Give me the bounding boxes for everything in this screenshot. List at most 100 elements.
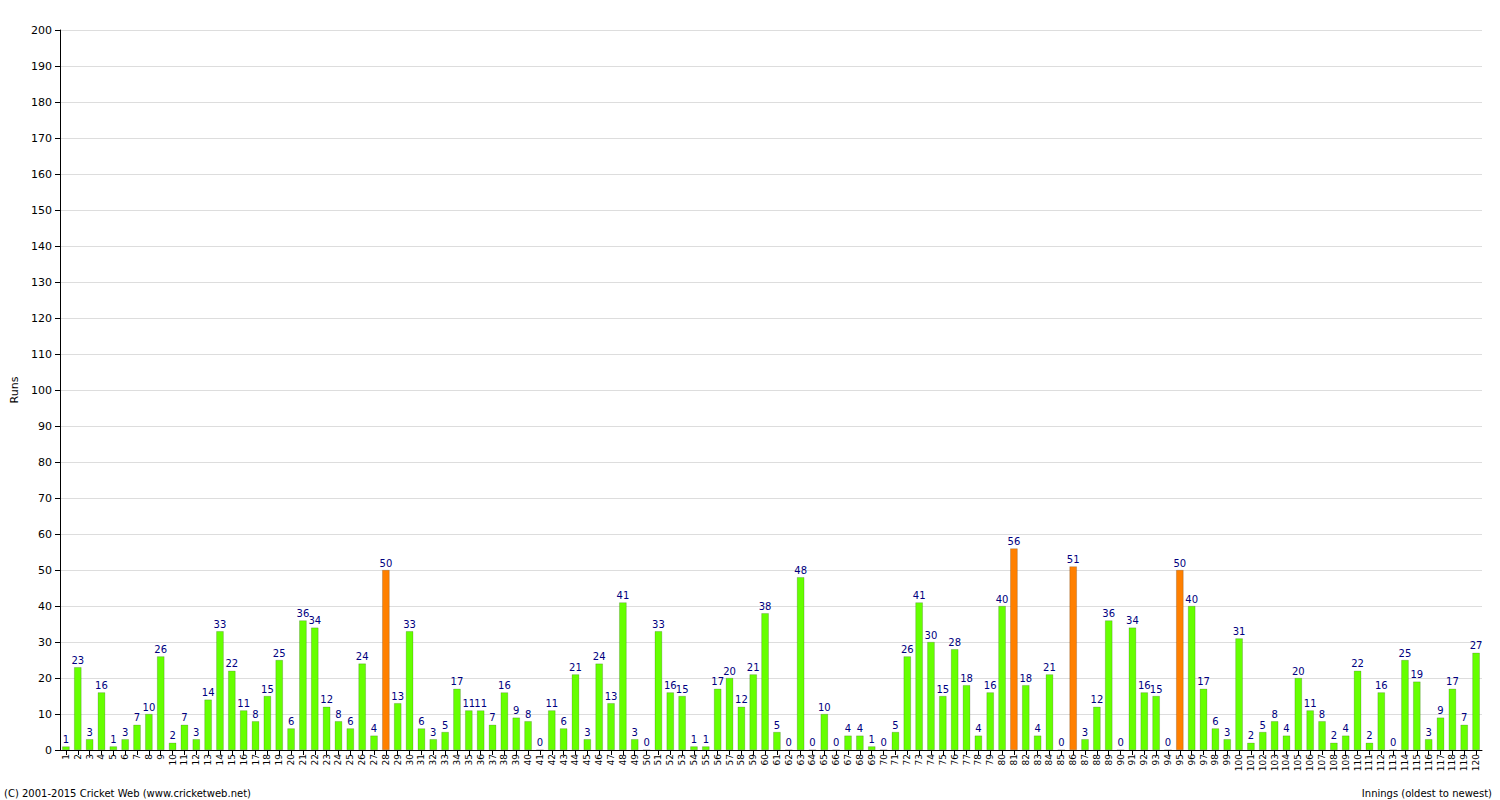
svg-text:11: 11 bbox=[545, 698, 558, 709]
svg-text:33: 33 bbox=[440, 754, 450, 765]
svg-text:59: 59 bbox=[748, 754, 758, 766]
svg-text:31: 31 bbox=[1233, 626, 1246, 637]
svg-text:26: 26 bbox=[901, 644, 914, 655]
svg-text:120: 120 bbox=[31, 312, 52, 325]
svg-text:19: 19 bbox=[274, 754, 284, 766]
svg-text:0: 0 bbox=[1058, 737, 1064, 748]
svg-text:24: 24 bbox=[333, 754, 343, 766]
svg-text:45: 45 bbox=[582, 754, 592, 765]
svg-text:11: 11 bbox=[474, 698, 487, 709]
svg-text:11: 11 bbox=[237, 698, 250, 709]
svg-text:41: 41 bbox=[617, 590, 630, 601]
svg-text:2: 2 bbox=[1366, 730, 1372, 741]
svg-text:62: 62 bbox=[784, 754, 794, 765]
svg-text:88: 88 bbox=[1092, 754, 1102, 766]
svg-text:15: 15 bbox=[676, 684, 689, 695]
svg-text:48: 48 bbox=[794, 565, 807, 576]
svg-text:7: 7 bbox=[132, 754, 142, 760]
svg-text:0: 0 bbox=[880, 737, 886, 748]
svg-text:0: 0 bbox=[1117, 737, 1123, 748]
svg-text:94: 94 bbox=[1163, 754, 1173, 766]
svg-text:Runs: Runs bbox=[8, 376, 21, 403]
svg-text:12: 12 bbox=[191, 754, 201, 765]
svg-text:20: 20 bbox=[723, 666, 736, 677]
svg-text:28: 28 bbox=[381, 754, 391, 766]
svg-text:4: 4 bbox=[1283, 723, 1289, 734]
svg-text:24: 24 bbox=[593, 651, 606, 662]
svg-text:24: 24 bbox=[356, 651, 369, 662]
svg-text:67: 67 bbox=[843, 754, 853, 765]
svg-text:60: 60 bbox=[38, 528, 52, 541]
svg-text:100: 100 bbox=[1234, 754, 1244, 771]
svg-text:16: 16 bbox=[95, 680, 108, 691]
svg-text:80: 80 bbox=[38, 456, 52, 469]
svg-text:76: 76 bbox=[950, 754, 960, 766]
svg-text:43: 43 bbox=[559, 754, 569, 765]
svg-text:0: 0 bbox=[1390, 737, 1396, 748]
svg-text:89: 89 bbox=[1104, 754, 1114, 766]
svg-text:48: 48 bbox=[618, 754, 628, 766]
svg-text:74: 74 bbox=[926, 754, 936, 766]
svg-text:30: 30 bbox=[925, 630, 938, 641]
svg-text:50: 50 bbox=[1173, 558, 1186, 569]
svg-text:21: 21 bbox=[747, 662, 760, 673]
svg-text:29: 29 bbox=[393, 754, 403, 766]
svg-text:3: 3 bbox=[193, 727, 199, 738]
svg-text:68: 68 bbox=[855, 754, 865, 766]
svg-text:17: 17 bbox=[251, 754, 261, 765]
svg-text:1: 1 bbox=[61, 754, 71, 760]
svg-text:106: 106 bbox=[1305, 754, 1315, 771]
svg-text:96: 96 bbox=[1187, 754, 1197, 766]
svg-text:9: 9 bbox=[1437, 705, 1443, 716]
svg-text:14: 14 bbox=[202, 687, 215, 698]
svg-text:44: 44 bbox=[570, 754, 580, 766]
svg-text:190: 190 bbox=[31, 60, 52, 73]
svg-text:47: 47 bbox=[606, 754, 616, 765]
svg-text:10: 10 bbox=[168, 754, 178, 766]
svg-text:40: 40 bbox=[1185, 594, 1198, 605]
svg-text:3: 3 bbox=[430, 727, 436, 738]
svg-text:86: 86 bbox=[1068, 754, 1078, 766]
svg-text:16: 16 bbox=[1375, 680, 1388, 691]
svg-text:65: 65 bbox=[819, 754, 829, 765]
svg-text:22: 22 bbox=[1351, 658, 1364, 669]
svg-text:4: 4 bbox=[845, 723, 851, 734]
svg-text:3: 3 bbox=[86, 727, 92, 738]
svg-text:87: 87 bbox=[1080, 754, 1090, 765]
svg-text:97: 97 bbox=[1199, 754, 1209, 765]
svg-text:12: 12 bbox=[735, 694, 748, 705]
svg-text:11: 11 bbox=[179, 754, 189, 765]
svg-text:(C) 2001-2015 Cricket Web (www: (C) 2001-2015 Cricket Web (www.cricketwe… bbox=[4, 788, 251, 799]
svg-text:50: 50 bbox=[642, 754, 652, 766]
svg-text:8: 8 bbox=[335, 709, 341, 720]
svg-text:40: 40 bbox=[38, 600, 52, 613]
svg-text:31: 31 bbox=[416, 754, 426, 765]
svg-text:5: 5 bbox=[892, 720, 898, 731]
svg-text:3: 3 bbox=[1224, 727, 1230, 738]
svg-text:8: 8 bbox=[525, 709, 531, 720]
svg-text:1: 1 bbox=[703, 734, 709, 745]
svg-text:30: 30 bbox=[38, 636, 52, 649]
svg-text:0: 0 bbox=[1165, 737, 1171, 748]
svg-text:1: 1 bbox=[691, 734, 697, 745]
svg-text:6: 6 bbox=[418, 716, 424, 727]
svg-text:53: 53 bbox=[677, 754, 687, 765]
svg-text:33: 33 bbox=[403, 619, 416, 630]
svg-text:130: 130 bbox=[31, 276, 52, 289]
svg-text:46: 46 bbox=[594, 754, 604, 766]
svg-text:55: 55 bbox=[701, 754, 711, 765]
svg-text:7: 7 bbox=[489, 712, 495, 723]
svg-text:71: 71 bbox=[890, 754, 900, 765]
svg-text:98: 98 bbox=[1210, 754, 1220, 766]
svg-text:75: 75 bbox=[938, 754, 948, 765]
svg-text:20: 20 bbox=[1292, 666, 1305, 677]
svg-text:34: 34 bbox=[452, 754, 462, 766]
svg-text:79: 79 bbox=[985, 754, 995, 766]
svg-text:8: 8 bbox=[144, 754, 154, 760]
svg-text:112: 112 bbox=[1376, 754, 1386, 771]
svg-text:15: 15 bbox=[936, 684, 949, 695]
svg-text:30: 30 bbox=[405, 754, 415, 766]
svg-text:5: 5 bbox=[108, 754, 118, 760]
svg-text:37: 37 bbox=[488, 754, 498, 765]
svg-text:8: 8 bbox=[1319, 709, 1325, 720]
